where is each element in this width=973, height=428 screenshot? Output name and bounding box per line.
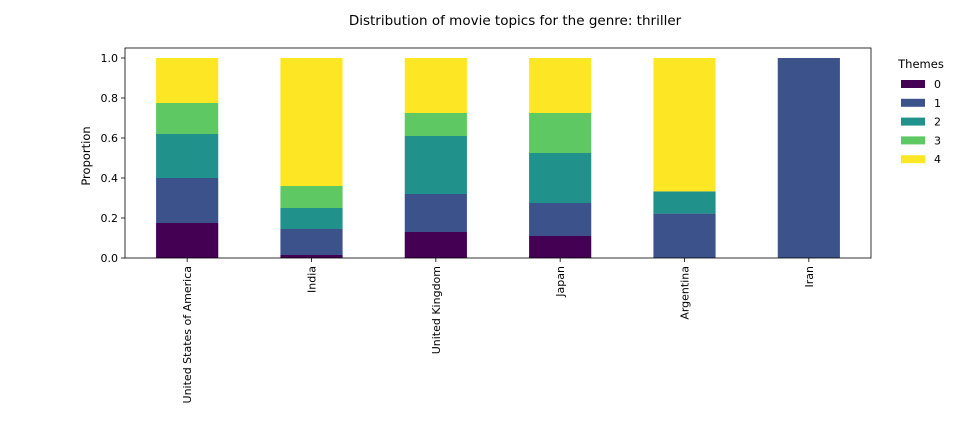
legend-swatch-theme-4 xyxy=(901,155,925,164)
bar-segment-theme-1 xyxy=(653,213,716,258)
bar-segment-theme-4 xyxy=(156,58,219,103)
x-tick-label: United States of America xyxy=(181,266,194,403)
y-tick-label: 0.0 xyxy=(101,252,119,265)
bar-segment-theme-4 xyxy=(404,58,467,113)
bar-segment-theme-4 xyxy=(653,58,716,192)
bar-segment-theme-2 xyxy=(404,136,467,194)
y-axis-label: Proportion xyxy=(79,126,93,185)
bar-segment-theme-4 xyxy=(529,58,592,113)
y-tick-label: 1.0 xyxy=(101,52,119,65)
chart-title: Distribution of movie topics for the gen… xyxy=(349,13,682,29)
x-tick-label: Argentina xyxy=(679,266,692,320)
y-tick-label: 0.4 xyxy=(101,172,119,185)
bar-segment-theme-2 xyxy=(156,134,219,178)
bar-segment-theme-1 xyxy=(156,178,219,223)
bar-segment-theme-2 xyxy=(529,153,592,203)
x-tick-label: United Kingdom xyxy=(430,266,443,354)
legend-label-theme-0: 0 xyxy=(934,78,941,91)
y-tick-label: 0.2 xyxy=(101,212,119,225)
legend: 0 1 2 3 4 xyxy=(901,78,941,166)
legend-label-theme-2: 2 xyxy=(934,116,941,129)
plot-area: United States of America India United King… xyxy=(101,47,872,403)
bar-segment-theme-4 xyxy=(280,58,343,186)
legend-label-theme-1: 1 xyxy=(934,97,941,110)
bar-segment-theme-1 xyxy=(529,203,592,236)
bar-segment-theme-3 xyxy=(280,186,343,208)
plot-frame xyxy=(124,47,872,259)
legend-title: Themes xyxy=(897,57,944,71)
bar-segment-theme-3 xyxy=(156,103,219,134)
legend-label-theme-4: 4 xyxy=(934,153,941,166)
bar-segment-theme-2 xyxy=(280,208,343,229)
bar-segment-theme-0 xyxy=(529,236,592,258)
x-tick-label: Iran xyxy=(803,266,816,288)
y-tick-label: 0.6 xyxy=(101,132,119,145)
bar-segment-theme-0 xyxy=(156,223,219,258)
legend-swatch-theme-2 xyxy=(901,117,925,126)
legend-swatch-theme-1 xyxy=(901,98,925,107)
bar-segment-theme-1 xyxy=(777,58,840,258)
bar-segment-theme-0 xyxy=(280,255,343,258)
legend-swatch-theme-0 xyxy=(901,80,925,88)
bar-segment-theme-1 xyxy=(280,229,343,255)
legend-label-theme-3: 3 xyxy=(934,134,941,147)
x-tick-label: Japan xyxy=(554,266,567,298)
bar-segment-theme-2 xyxy=(653,191,716,214)
bar-segment-theme-1 xyxy=(404,194,467,232)
bar-segment-theme-3 xyxy=(404,113,467,136)
x-tick-label: India xyxy=(306,266,319,293)
y-tick-label: 0.8 xyxy=(101,92,119,105)
bar-segment-theme-0 xyxy=(404,232,467,258)
legend-swatch-theme-3 xyxy=(901,136,925,145)
bar-segment-theme-3 xyxy=(529,113,592,153)
